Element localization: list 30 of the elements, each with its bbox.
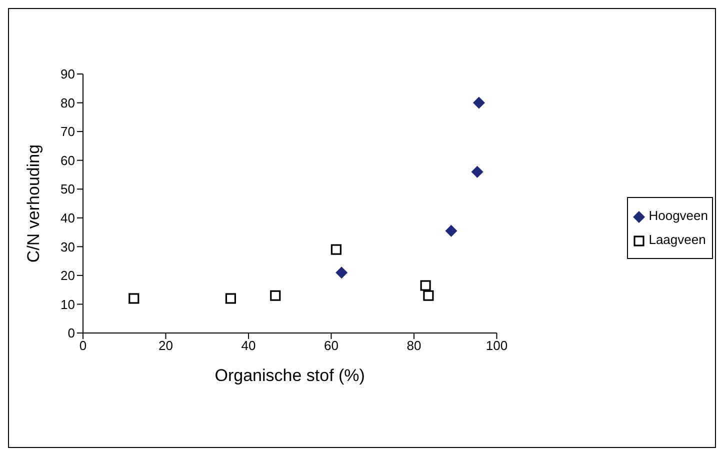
y-axis-title: C/N verhouding (24, 144, 44, 263)
y-tick-label: 80 (60, 95, 75, 110)
x-tick-label: 20 (158, 338, 173, 354)
x-tick-label: 40 (241, 338, 256, 354)
y-tick-label: 40 (60, 210, 75, 226)
y-tick-label: 20 (60, 268, 75, 284)
y-tick-label: 60 (60, 152, 75, 168)
point (330, 244, 342, 255)
y-tick-label: 50 (60, 182, 75, 197)
point (472, 96, 485, 109)
point (445, 224, 458, 237)
point (270, 290, 281, 301)
x-tick-label: 60 (324, 338, 338, 354)
x-tick-label: 100 (486, 338, 508, 354)
x-tick-label: 0 (79, 338, 87, 354)
y-tick-label: 0 (68, 326, 75, 341)
point (471, 166, 484, 178)
x-axis-title: Organische stof (%) (214, 366, 365, 385)
legend-label: Hoogveen (648, 207, 708, 225)
y-tick-label: 70 (60, 124, 75, 140)
y-tick-label: 10 (60, 296, 75, 312)
point (423, 290, 434, 301)
legend-label: Laagveen (648, 231, 707, 249)
point (336, 266, 348, 279)
point (420, 280, 431, 291)
point (128, 293, 140, 304)
y-tick-label: 30 (60, 239, 75, 254)
point (225, 293, 236, 304)
y-tick-label: 90 (60, 66, 75, 82)
x-tick-label: 80 (406, 338, 422, 354)
